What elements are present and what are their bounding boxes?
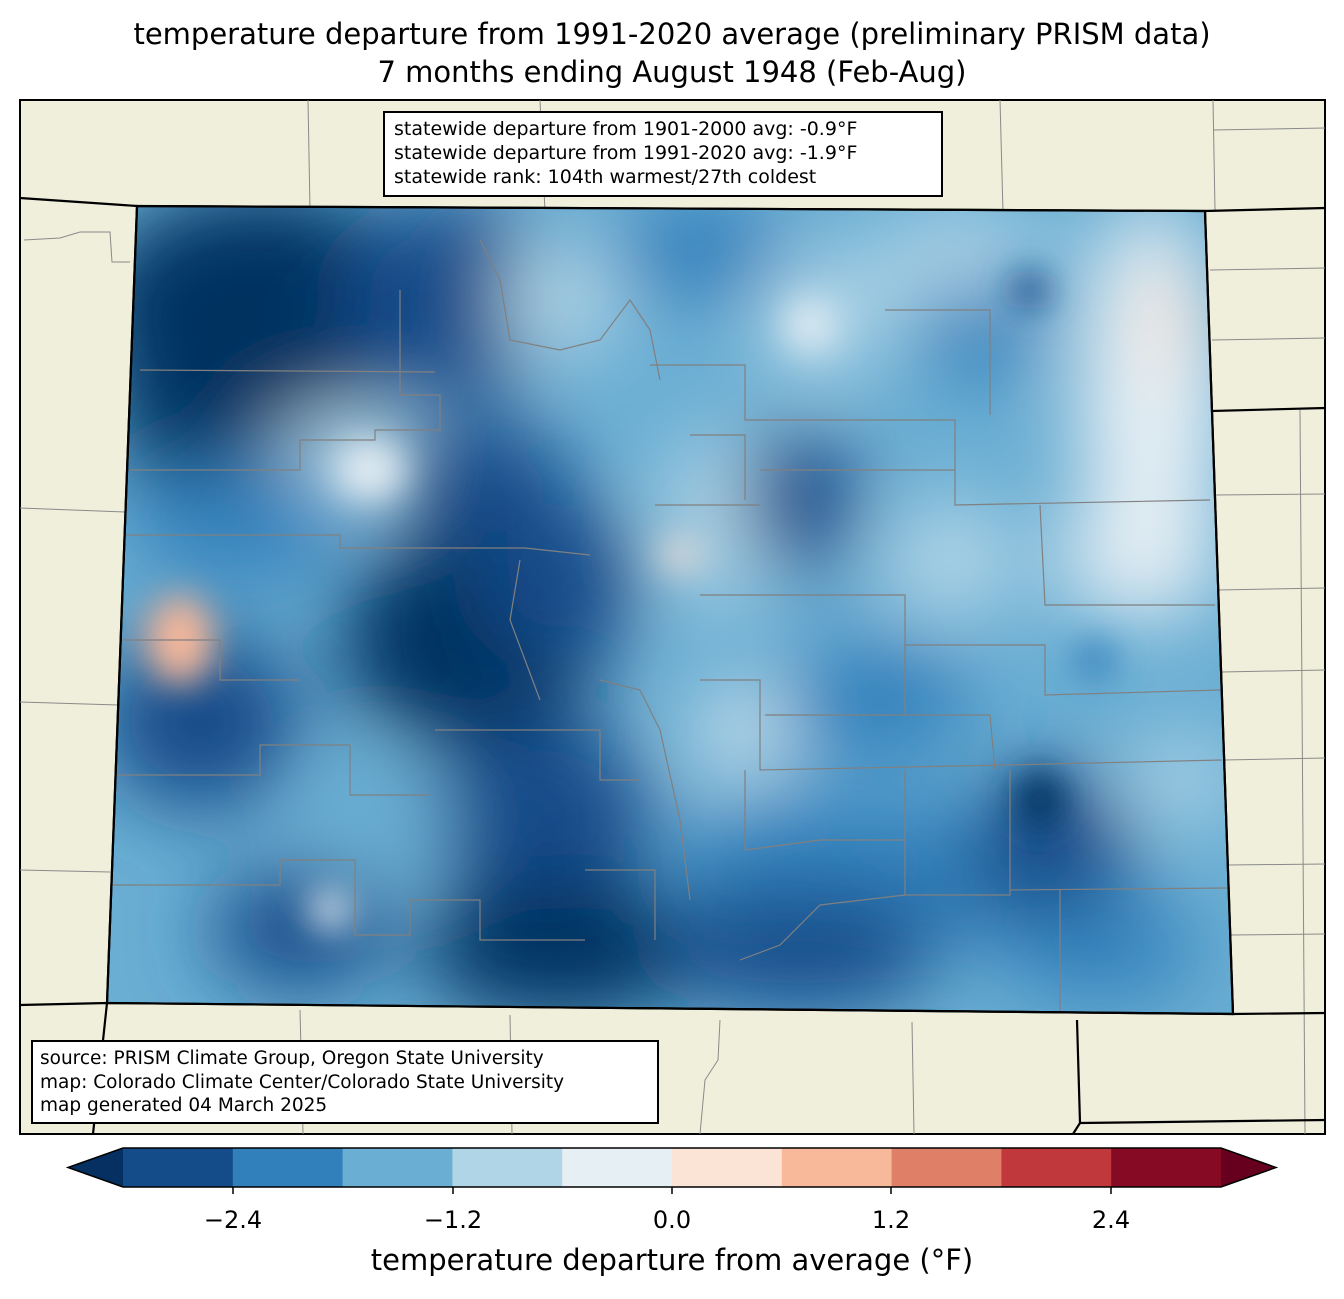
source-line-generated: map generated 04 March 2025 xyxy=(40,1095,328,1116)
source-box: source: PRISM Climate Group, Oregon Stat… xyxy=(31,1040,659,1124)
colorbar-segment xyxy=(123,1148,234,1187)
colorbar-segment xyxy=(232,1148,344,1187)
source-line-map: map: Colorado Climate Center/Colorado St… xyxy=(40,1071,565,1093)
colorbar-tick-label: −2.4 xyxy=(203,1206,263,1234)
colorbar-segment xyxy=(562,1148,673,1187)
colorbar xyxy=(65,1147,1279,1194)
colorbar-segment xyxy=(891,1148,1002,1187)
source-line-prism: source: PRISM Climate Group, Oregon Stat… xyxy=(40,1048,544,1069)
colorbar-segment xyxy=(1111,1148,1222,1187)
colorbar-segment xyxy=(452,1148,563,1187)
colorbar-tick-label: 1.2 xyxy=(871,1206,911,1234)
map-title-line2: 7 months ending August 1948 (Feb-Aug) xyxy=(377,55,967,89)
colorbar-segment xyxy=(672,1148,783,1187)
stats-line-1991-2020: statewide departure from 1991-2020 avg: … xyxy=(394,142,858,164)
stats-line-1901-2000: statewide departure from 1901-2000 avg: … xyxy=(394,118,858,140)
colorbar-segment xyxy=(342,1148,453,1187)
colorbar-tick-label: −1.2 xyxy=(423,1206,483,1234)
colorbar-segment xyxy=(1001,1148,1112,1187)
colorbar-extend-low xyxy=(68,1148,123,1187)
map-title-line1: temperature departure from 1991-2020 ave… xyxy=(133,17,1211,51)
colorbar-tick-label: 0.0 xyxy=(652,1206,692,1234)
colorbar-tick-label: 2.4 xyxy=(1091,1206,1131,1234)
colorado-county-lines xyxy=(110,239,1229,1014)
colorbar-extend-high xyxy=(1221,1148,1276,1187)
colorbar-outline xyxy=(65,1147,1279,1188)
stats-line-rank: statewide rank: 104th warmest/27th colde… xyxy=(394,166,817,188)
state-borders xyxy=(19,196,1326,1135)
statewide-stats-box: statewide departure from 1901-2000 avg: … xyxy=(383,111,943,197)
colorbar-segment xyxy=(781,1148,893,1187)
colorbar-label: temperature departure from average (°F) xyxy=(370,1243,974,1277)
